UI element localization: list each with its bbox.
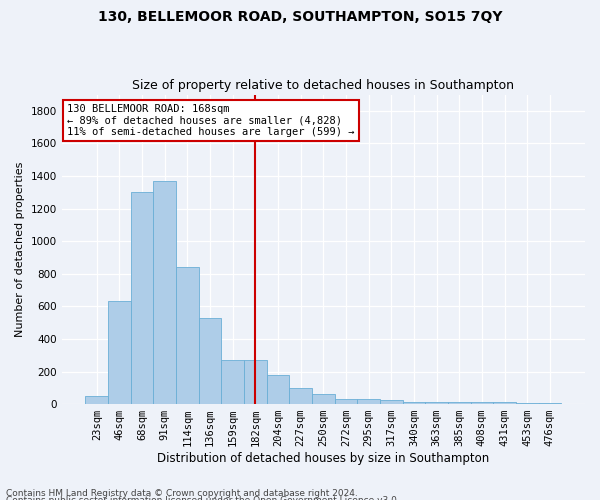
Bar bbox=[425, 402, 448, 404]
Text: 130 BELLEMOOR ROAD: 168sqm
← 89% of detached houses are smaller (4,828)
11% of s: 130 BELLEMOOR ROAD: 168sqm ← 89% of deta… bbox=[67, 104, 355, 137]
Y-axis label: Number of detached properties: Number of detached properties bbox=[15, 162, 25, 337]
Bar bbox=[108, 302, 131, 404]
Bar bbox=[266, 375, 289, 404]
Bar bbox=[380, 400, 403, 404]
Bar bbox=[448, 402, 470, 404]
Bar bbox=[176, 267, 199, 404]
Text: Contains HM Land Registry data © Crown copyright and database right 2024.: Contains HM Land Registry data © Crown c… bbox=[6, 488, 358, 498]
Bar bbox=[358, 399, 380, 404]
Text: Contains public sector information licensed under the Open Government Licence v3: Contains public sector information licen… bbox=[6, 496, 400, 500]
Bar bbox=[470, 402, 493, 404]
Title: Size of property relative to detached houses in Southampton: Size of property relative to detached ho… bbox=[133, 79, 514, 92]
Bar bbox=[199, 318, 221, 404]
Bar bbox=[289, 388, 312, 404]
X-axis label: Distribution of detached houses by size in Southampton: Distribution of detached houses by size … bbox=[157, 452, 490, 465]
Bar bbox=[221, 360, 244, 404]
Bar bbox=[131, 192, 154, 404]
Bar bbox=[403, 402, 425, 404]
Bar bbox=[312, 394, 335, 404]
Bar bbox=[335, 399, 358, 404]
Bar bbox=[244, 360, 266, 404]
Bar bbox=[154, 181, 176, 404]
Bar bbox=[493, 402, 516, 404]
Text: 130, BELLEMOOR ROAD, SOUTHAMPTON, SO15 7QY: 130, BELLEMOOR ROAD, SOUTHAMPTON, SO15 7… bbox=[98, 10, 502, 24]
Bar bbox=[85, 396, 108, 404]
